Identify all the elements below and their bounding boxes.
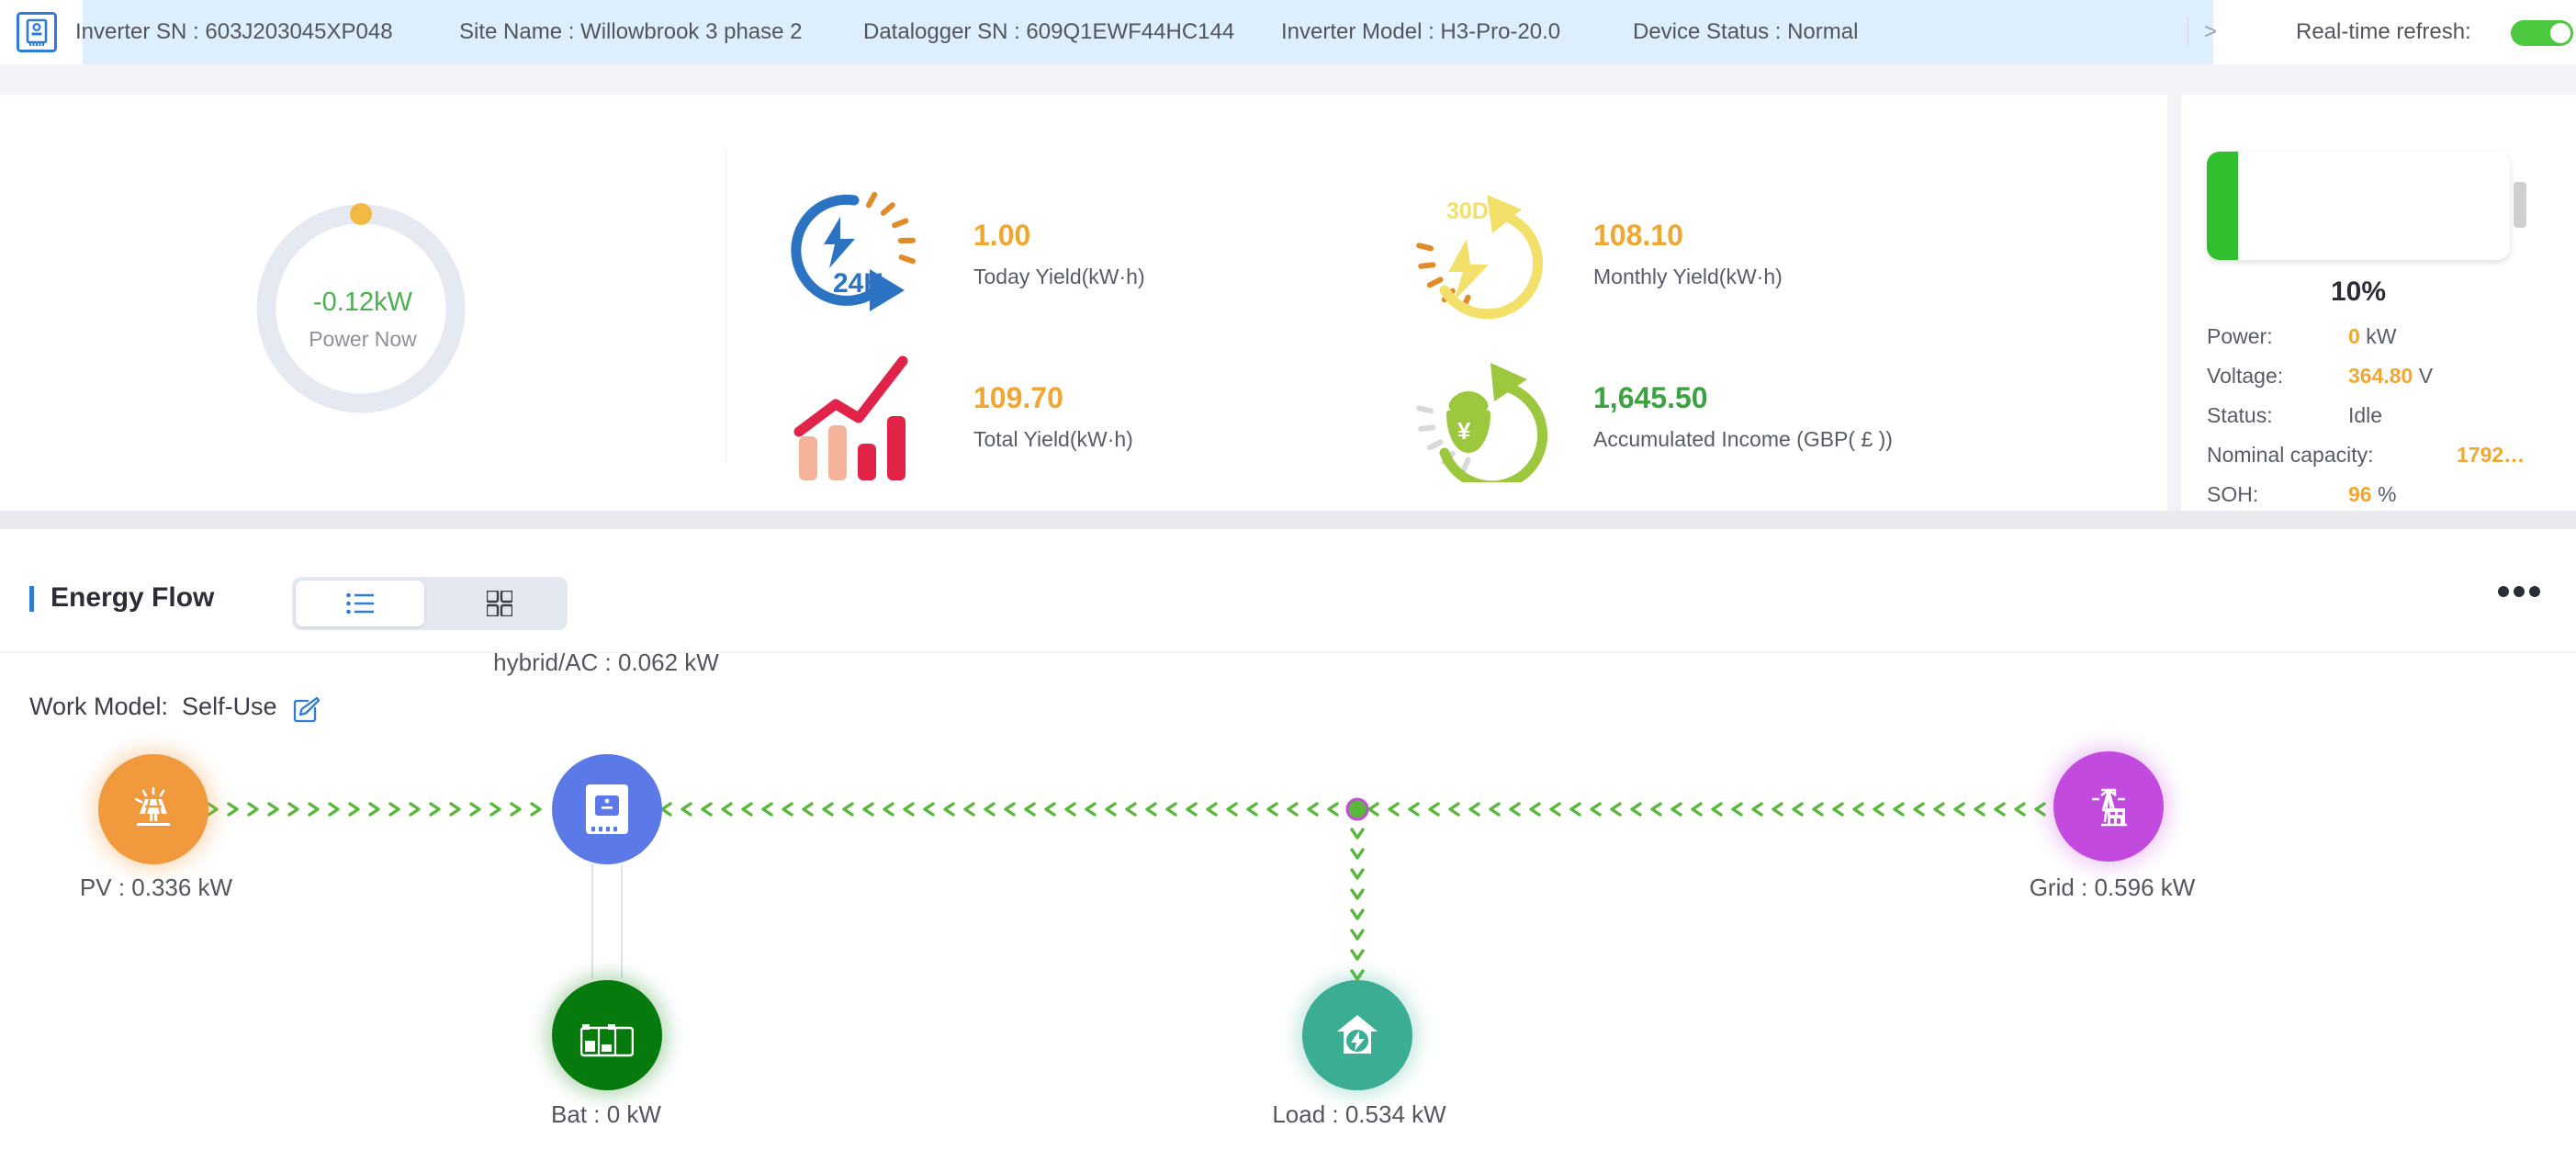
svg-text:30D: 30D bbox=[1446, 198, 1489, 224]
svg-text:24H: 24H bbox=[833, 268, 883, 299]
svg-text:¥: ¥ bbox=[1457, 417, 1471, 445]
